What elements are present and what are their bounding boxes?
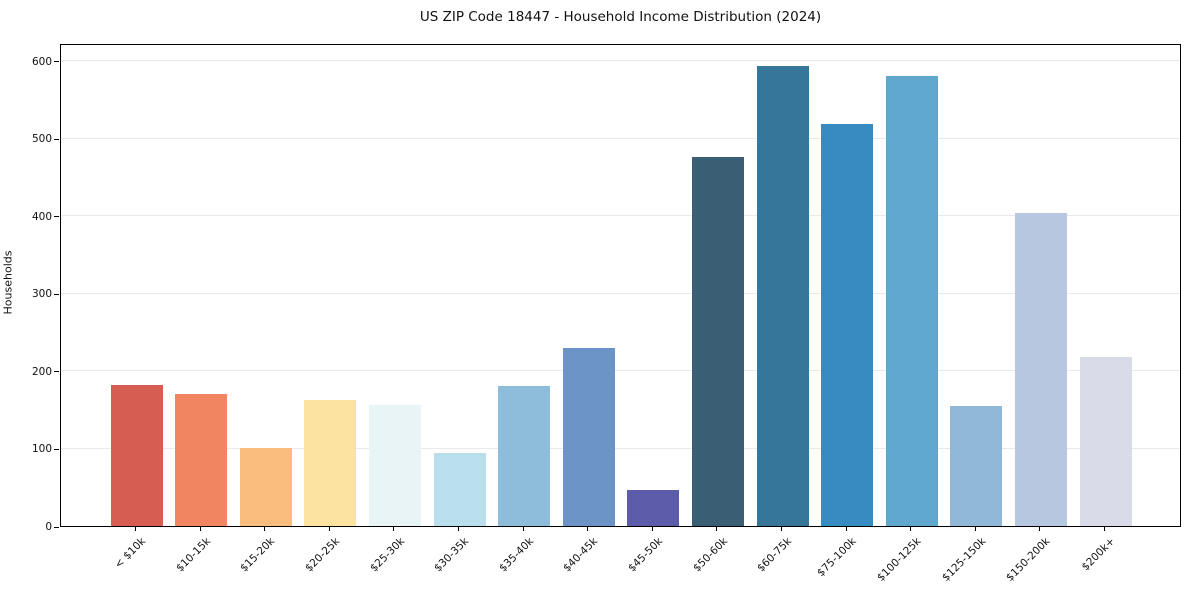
- x-tick-label: $45-50k: [626, 535, 666, 575]
- y-tick-label: 300: [31, 288, 52, 301]
- bar: [239, 447, 292, 526]
- x-tick-mark: [651, 527, 653, 531]
- x-tick-mark: [845, 527, 847, 531]
- x-tick-mark: [1039, 527, 1041, 531]
- y-tick-label: 100: [31, 443, 52, 456]
- bar: [1079, 357, 1132, 526]
- x-tick-mark: [974, 527, 976, 531]
- bar: [498, 386, 551, 526]
- gridline: [61, 370, 1180, 372]
- bar: [691, 156, 744, 526]
- gridline: [61, 215, 1180, 217]
- y-tick-mark: [54, 448, 59, 450]
- x-tick-mark: [1104, 527, 1105, 531]
- bar: [885, 75, 938, 526]
- x-tick-mark: [393, 527, 395, 531]
- x-tick-mark: [587, 527, 589, 531]
- x-tick-label: $30-35k: [432, 535, 472, 575]
- x-tick-label: $60-75k: [755, 535, 795, 575]
- y-tick-mark: [54, 216, 59, 218]
- bar: [110, 384, 163, 526]
- x-tick-mark: [264, 527, 266, 531]
- x-tick-label: $150-200k: [1004, 535, 1053, 584]
- x-tick-mark: [910, 527, 912, 531]
- bar: [627, 489, 680, 526]
- x-tick-label: $100-125k: [874, 535, 924, 584]
- gridline: [61, 60, 1180, 62]
- plot-area: [60, 44, 1181, 527]
- x-tick-mark: [458, 527, 459, 531]
- y-tick-mark: [54, 293, 59, 295]
- x-tick-label: $75-100k: [815, 535, 859, 580]
- x-tick-label: < $10k: [112, 535, 149, 571]
- x-tick-mark: [199, 527, 201, 531]
- y-axis-label: Households: [1, 250, 15, 315]
- x-tick-label: $50-60k: [690, 535, 730, 575]
- gridline: [61, 447, 1180, 449]
- bar: [368, 405, 421, 526]
- x-tick-mark: [716, 527, 718, 531]
- x-tick-label: $200k+: [1079, 535, 1118, 574]
- x-tick-label: $15-20k: [238, 535, 278, 575]
- x-tick-mark: [781, 527, 782, 531]
- chart-title: US ZIP Code 18447 - Household Income Dis…: [419, 9, 822, 25]
- y-tick-label: 400: [31, 210, 52, 223]
- x-tick-mark: [135, 527, 136, 531]
- y-tick-mark: [54, 371, 59, 373]
- x-tick-label: $40-45k: [561, 535, 601, 575]
- y-tick-mark: [54, 526, 59, 528]
- bar: [821, 124, 874, 526]
- bar: [950, 405, 1003, 526]
- bar: [756, 66, 809, 526]
- gridline: [61, 292, 1180, 294]
- gridline: [61, 137, 1180, 139]
- bar: [1014, 212, 1067, 526]
- x-tick-label: $35-40k: [496, 535, 536, 575]
- x-tick-label: $20-25k: [303, 535, 343, 575]
- y-tick-mark: [54, 138, 59, 140]
- x-tick-mark: [328, 527, 330, 531]
- bar: [304, 400, 357, 526]
- y-tick-label: 200: [31, 365, 52, 378]
- y-tick-label: 500: [31, 133, 52, 146]
- x-tick-mark: [522, 527, 524, 531]
- bar: [175, 394, 228, 526]
- y-tick-label: 600: [31, 55, 52, 68]
- x-tick-label: $125-150k: [939, 535, 989, 584]
- y-tick-label: 0: [45, 521, 52, 533]
- x-tick-label: $25-30k: [367, 535, 407, 575]
- x-tick-label: $10-15k: [173, 535, 213, 575]
- bar: [433, 453, 486, 526]
- bar: [562, 348, 615, 526]
- y-tick-mark: [54, 61, 59, 63]
